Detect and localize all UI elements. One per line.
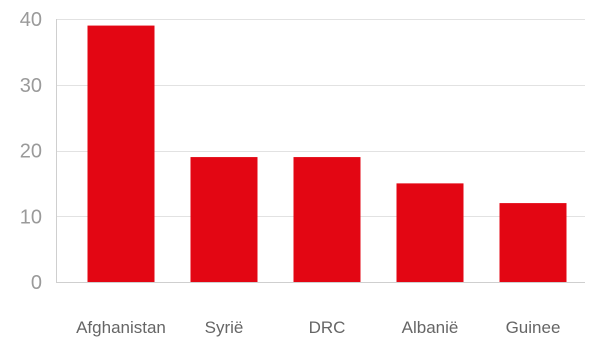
bars xyxy=(87,25,567,282)
x-tick-label: Afghanistan xyxy=(76,318,166,337)
bar-syri- xyxy=(190,157,258,282)
x-axis-ticks: Afghanistan Syrië DRC Albanië Guinee xyxy=(76,318,560,337)
x-tick-label: Guinee xyxy=(506,318,561,337)
y-tick-label: 40 xyxy=(20,9,42,31)
bar-guinee xyxy=(499,203,567,282)
bar-afghanistan xyxy=(87,25,155,282)
y-tick-label: 30 xyxy=(20,75,42,97)
x-tick-label: Syrië xyxy=(205,318,244,337)
x-tick-label: DRC xyxy=(309,318,346,337)
x-tick-label: Albanië xyxy=(402,318,459,337)
y-tick-label: 20 xyxy=(20,141,42,163)
y-tick-label: 0 xyxy=(31,272,42,294)
y-axis-ticks: 0 10 20 30 40 xyxy=(20,9,42,294)
y-tick-label: 10 xyxy=(20,206,42,228)
bar-drc xyxy=(293,157,361,282)
bar-albani- xyxy=(396,183,464,282)
